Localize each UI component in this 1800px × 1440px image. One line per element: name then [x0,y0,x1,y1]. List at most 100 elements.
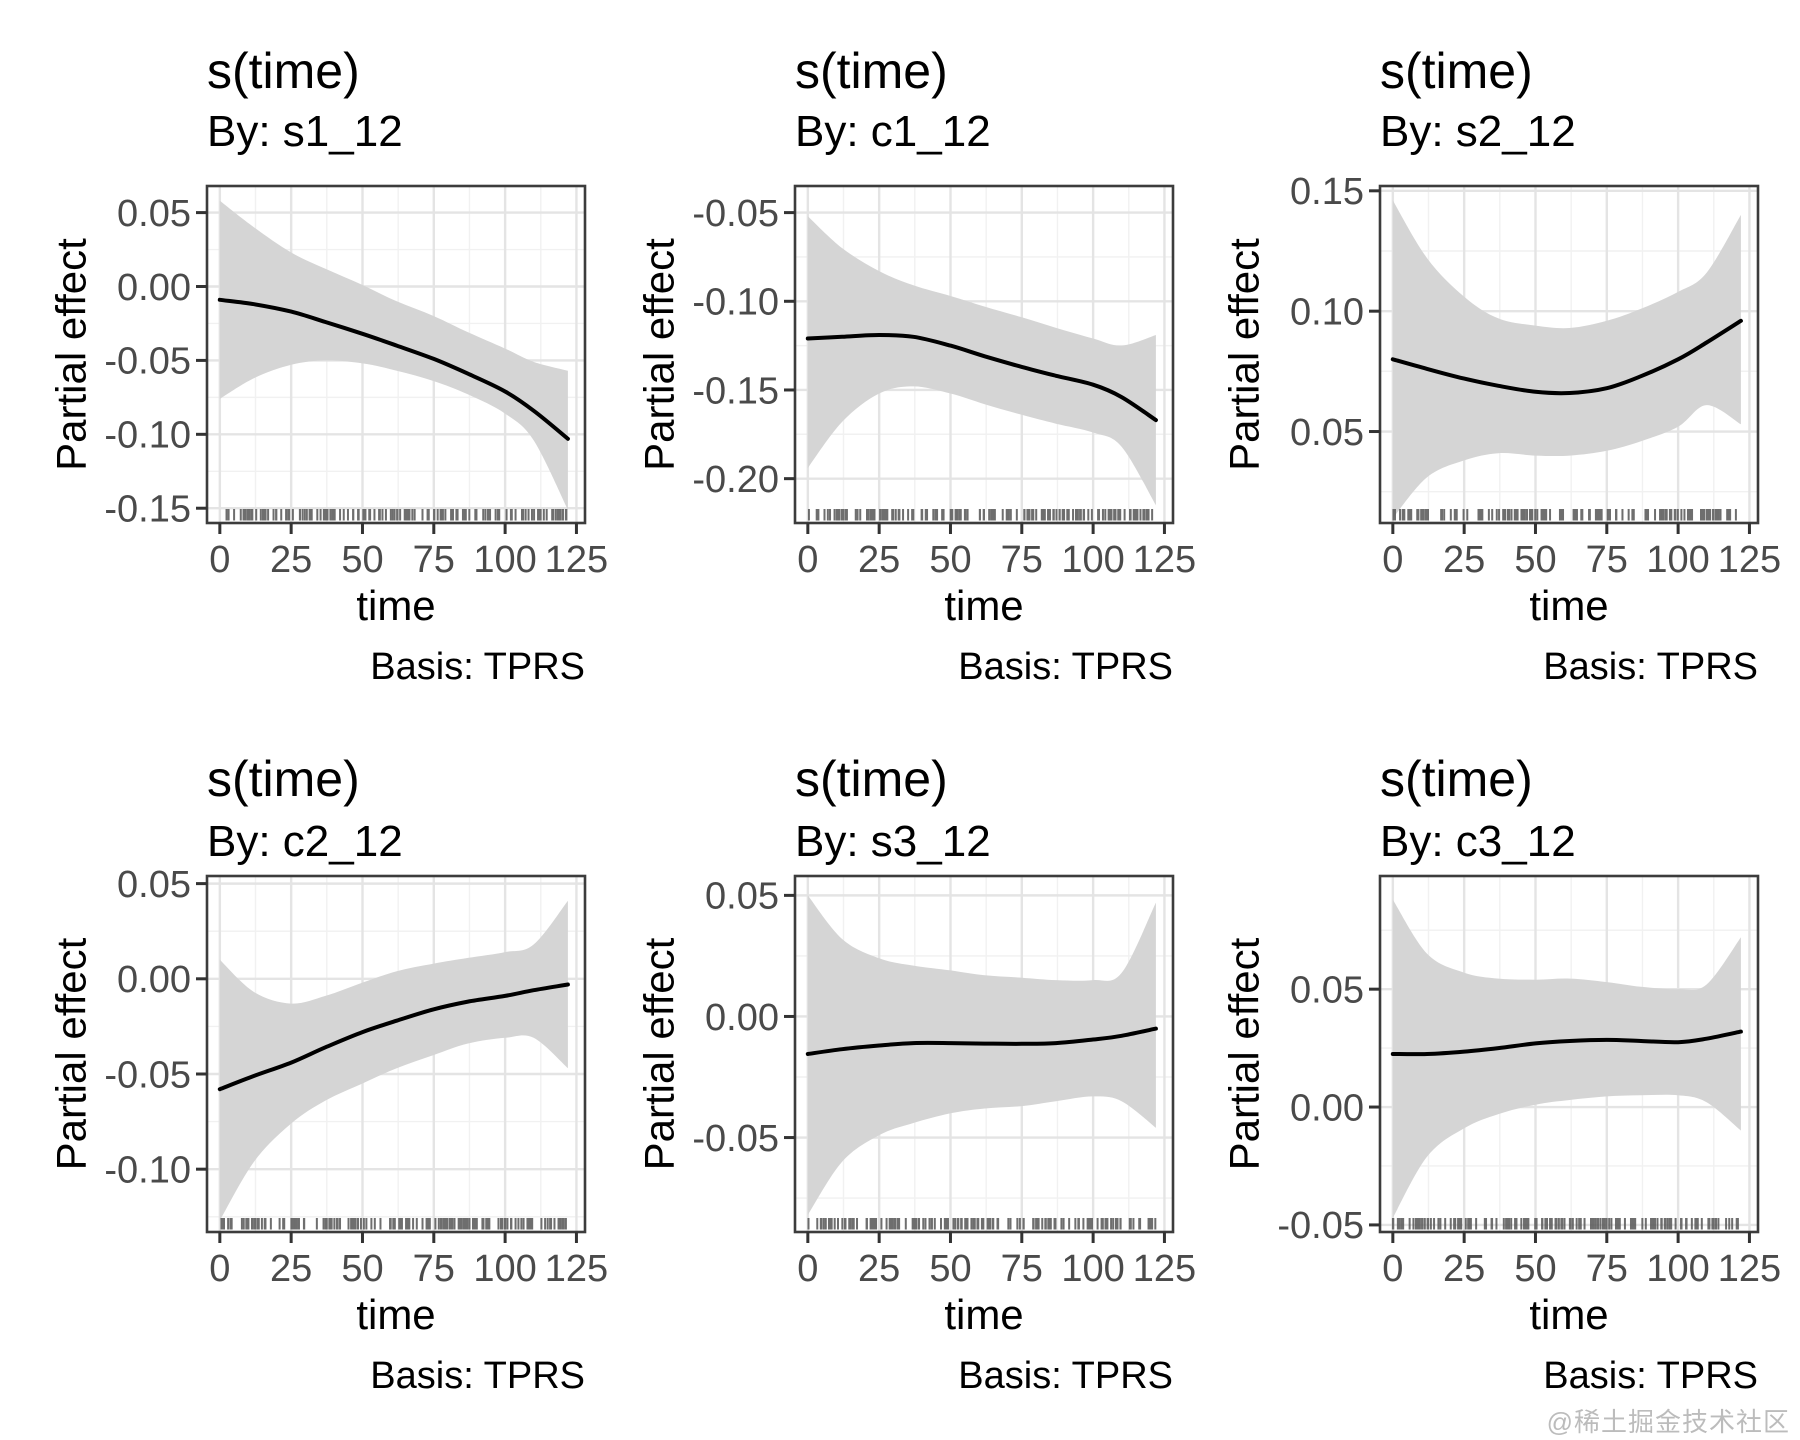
smooth-line [805,1026,1158,1056]
panel-border [1378,874,1760,1234]
x-tick-label: 25 [270,1248,312,1290]
y-tick-label: -0.05 [692,193,779,235]
rug-marks [1392,509,1737,521]
panel-border [205,874,587,1234]
axis-title-x: time [356,1291,435,1338]
panel-title: s(time) [1380,751,1533,807]
x-tick-label: 50 [1514,539,1556,581]
axis-title-y: Partial effect [48,238,95,471]
confidence-ribbon [807,895,1156,1215]
panel-by-c1-12: 0 25 50 75 100 125 -0.05 -0.10 -0.15 -0.20 s(time)… [636,43,1196,688]
x-tick-label: 50 [929,1248,971,1290]
y-tick-label: -0.20 [692,459,779,501]
x-tick-label: 100 [1061,539,1124,581]
confidence-ribbon [219,200,568,510]
axis-tick-marks [1369,189,1751,534]
confidence-ribbon [1392,899,1741,1218]
y-tick-label: 0.05 [117,193,191,235]
caption: Basis: TPRS [1543,646,1758,688]
panel-subtitle: By: s3_12 [795,817,991,866]
x-tick-label: 125 [1718,539,1781,581]
panel-by-s3-12: 0 25 50 75 100 125 0.05 0.00 -0.05 s(time) By: s3_… [636,751,1196,1397]
smooth-line [217,297,570,441]
smooth-line [217,982,570,1092]
y-tick-label: 0.05 [1290,412,1364,454]
x-tick-label: 0 [797,1248,818,1290]
y-tick-label: 0.00 [705,997,779,1039]
axis-tick-marks [196,882,578,1243]
x-tick-label: 50 [929,539,971,581]
x-tick-label: 0 [209,1248,230,1290]
y-tick-label: 0.10 [1290,291,1364,333]
x-tick-label: 100 [1646,1248,1709,1290]
smooth-line [805,332,1158,423]
confidence-ribbon [807,216,1156,506]
panel-by-c2-12: 0 25 50 75 100 125 0.05 0.00 -0.05 -0.10 s(time) By… [48,751,608,1397]
x-tick-label: 75 [413,1248,455,1290]
panel-subtitle: By: s2_12 [1380,107,1576,156]
y-tick-label: 0.00 [117,267,191,309]
x-tick-label: 25 [1443,539,1485,581]
x-tick-label: 75 [413,539,455,581]
x-tick-label: 25 [858,1248,900,1290]
x-tick-label: 125 [545,1248,608,1290]
x-tick-label: 50 [341,539,383,581]
axis-title-y: Partial effect [636,238,683,471]
axis-title-x: time [944,582,1023,629]
panel-border [1378,184,1760,525]
x-tick-label: 75 [1001,1248,1043,1290]
panel-title: s(time) [207,751,360,807]
panel-by-s1-12: 0 25 50 75 100 125 0.05 0.00 -0.05 -0.10 -0.15 s(ti… [48,43,608,688]
panel-title: s(time) [207,43,360,99]
y-tick-label: -0.05 [104,1054,191,1096]
axis-title-x: time [1529,1291,1608,1338]
x-tick-label: 0 [797,539,818,581]
panel-subtitle: By: c3_12 [1380,817,1576,866]
x-tick-label: 50 [1514,1248,1556,1290]
x-tick-label: 125 [545,539,608,581]
x-tick-label: 100 [1061,1248,1124,1290]
y-tick-label: 0.00 [117,959,191,1001]
caption: Basis: TPRS [370,1355,585,1397]
x-tick-label: 0 [209,539,230,581]
caption: Basis: TPRS [370,646,585,688]
x-tick-label: 125 [1133,539,1196,581]
axis-tick-marks [196,211,578,534]
axis-title-y: Partial effect [48,937,95,1170]
panel-by-c3-12: 0 25 50 75 100 125 0.05 0.00 -0.05 s(time) By: c3_… [1221,751,1781,1397]
smooth-line [1390,318,1743,396]
x-tick-label: 25 [858,539,900,581]
panel-title: s(time) [795,43,948,99]
caption: Basis: TPRS [1543,1355,1758,1397]
axis-tick-marks [784,893,1166,1243]
y-tick-label: -0.05 [104,341,191,383]
panel-border [793,874,1175,1234]
y-tick-label: -0.10 [104,415,191,457]
y-tick-label: -0.10 [104,1149,191,1191]
axis-title-x: time [1529,582,1608,629]
x-tick-label: 100 [473,1248,536,1290]
rug-marks [225,509,568,521]
panel-border [793,184,1175,525]
caption: Basis: TPRS [958,1355,1173,1397]
axis-title-y: Partial effect [1221,937,1268,1170]
x-tick-label: 75 [1586,539,1628,581]
y-tick-label: 0.15 [1290,171,1364,213]
axis-title-x: time [356,582,435,629]
y-tick-label: -0.05 [1277,1205,1364,1247]
x-tick-label: 75 [1001,539,1043,581]
axis-tick-marks [1369,987,1751,1243]
smooth-line [1390,1029,1743,1057]
x-tick-label: 100 [473,539,536,581]
axis-tick-marks [784,211,1166,534]
x-tick-label: 125 [1133,1248,1196,1290]
x-tick-label: 100 [1646,539,1709,581]
x-tick-label: 50 [341,1248,383,1290]
x-tick-label: 75 [1586,1248,1628,1290]
panel-title: s(time) [795,751,948,807]
axis-title-y: Partial effect [636,937,683,1170]
rug-marks [220,1218,567,1230]
x-tick-label: 125 [1718,1248,1781,1290]
rug-marks [1391,1218,1739,1230]
